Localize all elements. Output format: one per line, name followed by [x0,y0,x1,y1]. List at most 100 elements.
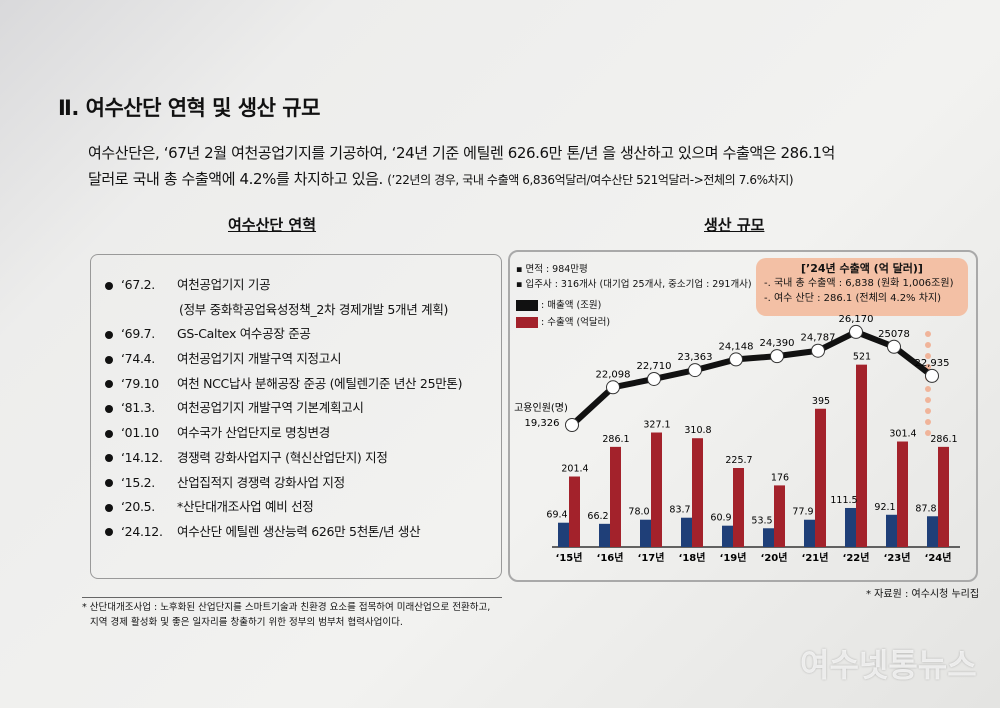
history-text: 산업집적지 경쟁력 강화사업 지정 [177,474,345,490]
callout-connector-dot [925,397,931,403]
sales-label: 111.5 [830,495,857,506]
chart-panel [508,250,978,582]
employment-point [647,371,661,386]
sales-bar [845,507,856,547]
export-bar [610,446,621,547]
export-label: 521 [853,352,871,363]
history-text: 여수국가 산업단지로 명칭변경 [177,425,330,441]
export-bar [856,364,867,547]
sales-label: 78.0 [628,507,649,518]
history-date: ‘69.7. [121,326,155,342]
bullet-icon [105,479,113,487]
export-bar [733,468,744,547]
callout-connector-dot [925,331,931,337]
employment-label: 22,710 [637,361,672,372]
x-tick-label: ‘22년 [843,551,870,564]
employment-label: 24,148 [719,341,754,352]
export-bar [815,408,826,547]
employment-point [770,349,784,364]
history-date: ‘14.12. [121,449,163,465]
callout-connector-dot [925,430,931,436]
sales-bar [886,514,897,547]
bullet-icon [105,429,113,438]
history-text: 여천공업기지 기공 [177,277,271,292]
footnote: * 산단대개조사업 : 노후화된 산업단지를 스마트기술과 친환경 요소를 접목… [82,597,502,630]
history-list: ‘67.2. 여천공업기지 기공 (정부 중화학공업육성정책_2차 경제개발 5개년… [90,254,502,579]
export-callout: [’24년 수출액 (억 달러)] -. 국내 총 수출액 : 6,838 (원… [756,258,968,316]
history-item: ‘67.2. 여천공업기지 기공 [105,273,501,298]
sales-label: 66.2 [587,511,608,522]
sales-bar [640,519,651,547]
export-label: 301.4 [889,429,916,440]
history-text: 경쟁력 강화사업지구 (혁신산업단지) 지정 [177,449,388,465]
history-date: ‘01.10 [121,425,159,441]
export-label: 310.8 [684,425,711,436]
x-tick-label: ‘19년 [720,551,747,564]
history-text: GS-Caltex 여수공장 준공 [177,326,311,342]
history-date: ‘79.10 [121,375,159,391]
employment-label: 24,390 [760,338,795,349]
export-bar [774,485,785,547]
bullet-icon [105,454,113,463]
bullet-icon [105,528,113,537]
history-item: ‘15.2. 산업집적지 경쟁력 강화사업 지정 [105,471,501,496]
export-label: 395 [812,396,830,407]
sales-label: 60.9 [710,513,731,524]
production-heading: 생산 규모 [704,216,765,234]
history-item: (정부 중화학공업육성정책_2차 경제개발 5개년 계획) [105,298,501,323]
intro-note: (’22년의 경우, 국내 수출액 6,836억달러/여수산단 521억달러->… [387,173,794,187]
employment-point [925,368,939,383]
legend-swatch-sales [516,300,538,311]
callout-connector-dot [925,419,931,425]
x-tick-label: ‘24년 [925,551,952,564]
employment-label: 22,098 [596,369,631,380]
sales-bar [722,525,733,547]
bullet-icon [105,330,113,339]
export-label: 327.1 [643,420,670,431]
legend-swatch-exports [516,317,538,328]
sales-bar [804,519,815,547]
employment-line [569,328,934,428]
history-date: ‘20.5. [121,499,155,515]
employment-series-label: 고용인원(명) [514,402,568,414]
sales-label: 87.8 [915,503,936,514]
export-bar [938,446,949,547]
history-text: 여천 NCC납사 분해공장 준공 (에틸렌기준 년산 25만톤) [177,375,463,391]
sales-label: 83.7 [669,505,690,516]
employment-label: 19,326 [525,418,560,429]
history-date: ‘15.2. [121,474,155,490]
x-tick-label: ‘16년 [597,551,624,564]
history-date: ‘24.12. [121,523,163,539]
x-tick-label: ‘21년 [802,551,829,564]
export-label: 201.4 [561,464,588,475]
history-item: ‘01.10 여수국가 산업단지로 명칭변경 [105,421,501,446]
employment-point [811,343,825,358]
employment-point [729,352,743,367]
x-tick-label: ‘18년 [679,551,706,564]
callout-connector-dot [925,386,931,392]
x-tick-label: ‘15년 [556,551,583,564]
tenants-info: ▪ 입주사 : 316개사 (대기업 25개사, 중소기업 : 291개사) [516,279,752,290]
callout-line-1: -. 국내 총 수출액 : 6,838 (원화 1,006조원) [764,278,954,289]
watermark-logo: 여수넷통뉴스 [800,646,977,684]
x-tick-label: ‘17년 [638,551,665,564]
sales-label: 77.9 [792,507,813,518]
export-bar [692,438,703,547]
history-item: ‘24.12. 여수산단 에틸렌 생산능력 626만 5천톤/년 생산 [105,520,501,545]
sales-bar [681,517,692,547]
bullet-icon [105,281,113,290]
employment-label: 24,787 [801,333,836,344]
history-text: 여천공업기지 개발구역 기본계획고시 [177,400,364,416]
bullet-icon [105,404,113,413]
export-label: 225.7 [725,455,752,466]
history-item: ‘79.10 여천 NCC납사 분해공장 준공 (에틸렌기준 년산 25만톤) [105,372,501,397]
footnote-line-1: * 산단대개조사업 : 노후화된 산업단지를 스마트기술과 친환경 요소를 접목… [82,602,491,613]
sales-label: 69.4 [546,510,567,521]
history-item: ‘20.5. *산단대개조사업 예비 선정 [105,495,501,520]
employment-label: 23,363 [678,352,713,363]
export-label: 176 [771,472,789,483]
area-info: ▪ 면적 : 984만평 [516,264,588,275]
x-tick-label: ‘20년 [761,551,788,564]
export-label: 286.1 [602,434,629,445]
